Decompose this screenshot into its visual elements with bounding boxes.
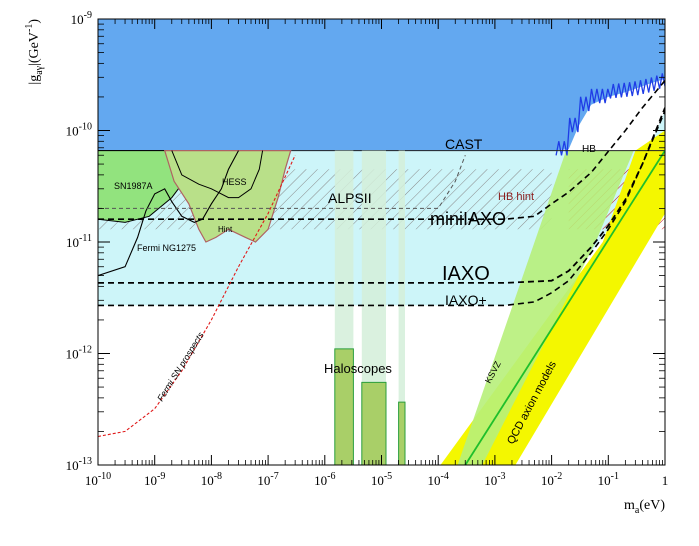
y-tick-label: 10-10 <box>66 122 92 139</box>
region-label-miniiaxo: miniIAXO <box>430 209 506 229</box>
y-tick-label: 10-9 <box>71 10 92 27</box>
haloscope-column-band <box>398 150 405 465</box>
region-label-sn1987a: SN1987A <box>114 181 153 191</box>
region-label-iaxo: IAXO <box>442 263 490 285</box>
iaxo-plus-curve <box>98 110 665 307</box>
x-tick-label: 10-3 <box>484 471 505 488</box>
ksvz-line <box>464 150 665 465</box>
x-axis-title: ma(eV) <box>624 498 665 516</box>
x-tick-label: 10-8 <box>201 471 222 488</box>
x-tick-label: 10-1 <box>598 471 619 488</box>
x-tick-label: 10-10 <box>85 471 111 488</box>
x-tick-label: 1 <box>662 473 669 488</box>
hess-contour <box>171 150 264 199</box>
region-label-hb-hint: HB hint <box>498 191 534 203</box>
y-axis-title: |gaγ|(GeV-1) <box>24 19 45 85</box>
cast-excluded-region <box>98 19 665 151</box>
fermi-sn-prospect-curve <box>98 154 296 438</box>
fermi-ng1275-contour <box>98 150 239 277</box>
ksvz-band <box>457 150 634 465</box>
haloscope-column <box>398 401 406 465</box>
alpsii-curve <box>98 155 466 209</box>
miniiaxo-curve <box>98 80 665 220</box>
x-tick-label: 10-9 <box>144 471 165 488</box>
y-tick-label: 10-12 <box>66 345 92 362</box>
axes: 10-10 10-9 10-8 10-7 10-6 10-5 10-4 10-3 10-2 10-… <box>24 10 668 516</box>
region-label-iaxo-plus: IAXO+ <box>445 292 487 308</box>
x-tick-label: 10-4 <box>428 471 449 488</box>
x-tick-label: 10-2 <box>541 471 562 488</box>
x-tick-label: 10-7 <box>257 471 278 488</box>
region-label-hb: HB <box>582 144 596 155</box>
region-label-fermi-ng1275: Fermi NG1275 <box>137 243 196 253</box>
x-tick-label: 10-6 <box>314 471 335 488</box>
y-tick-label: 10-13 <box>66 456 92 473</box>
region-label-cast: CAST <box>445 136 483 152</box>
region-label-haloscopes: Haloscopes <box>324 361 392 376</box>
x-tick-label: 10-5 <box>371 471 392 488</box>
region-label-hess: HESS <box>222 177 247 187</box>
haloscope-column <box>334 348 354 465</box>
cast-noise-edge <box>555 73 665 156</box>
region-label-alpsii: ALPSII <box>328 190 372 206</box>
region-label-hint: Hint <box>218 225 233 234</box>
haloscope-column <box>361 381 387 465</box>
y-tick-label: 10-11 <box>66 233 92 250</box>
